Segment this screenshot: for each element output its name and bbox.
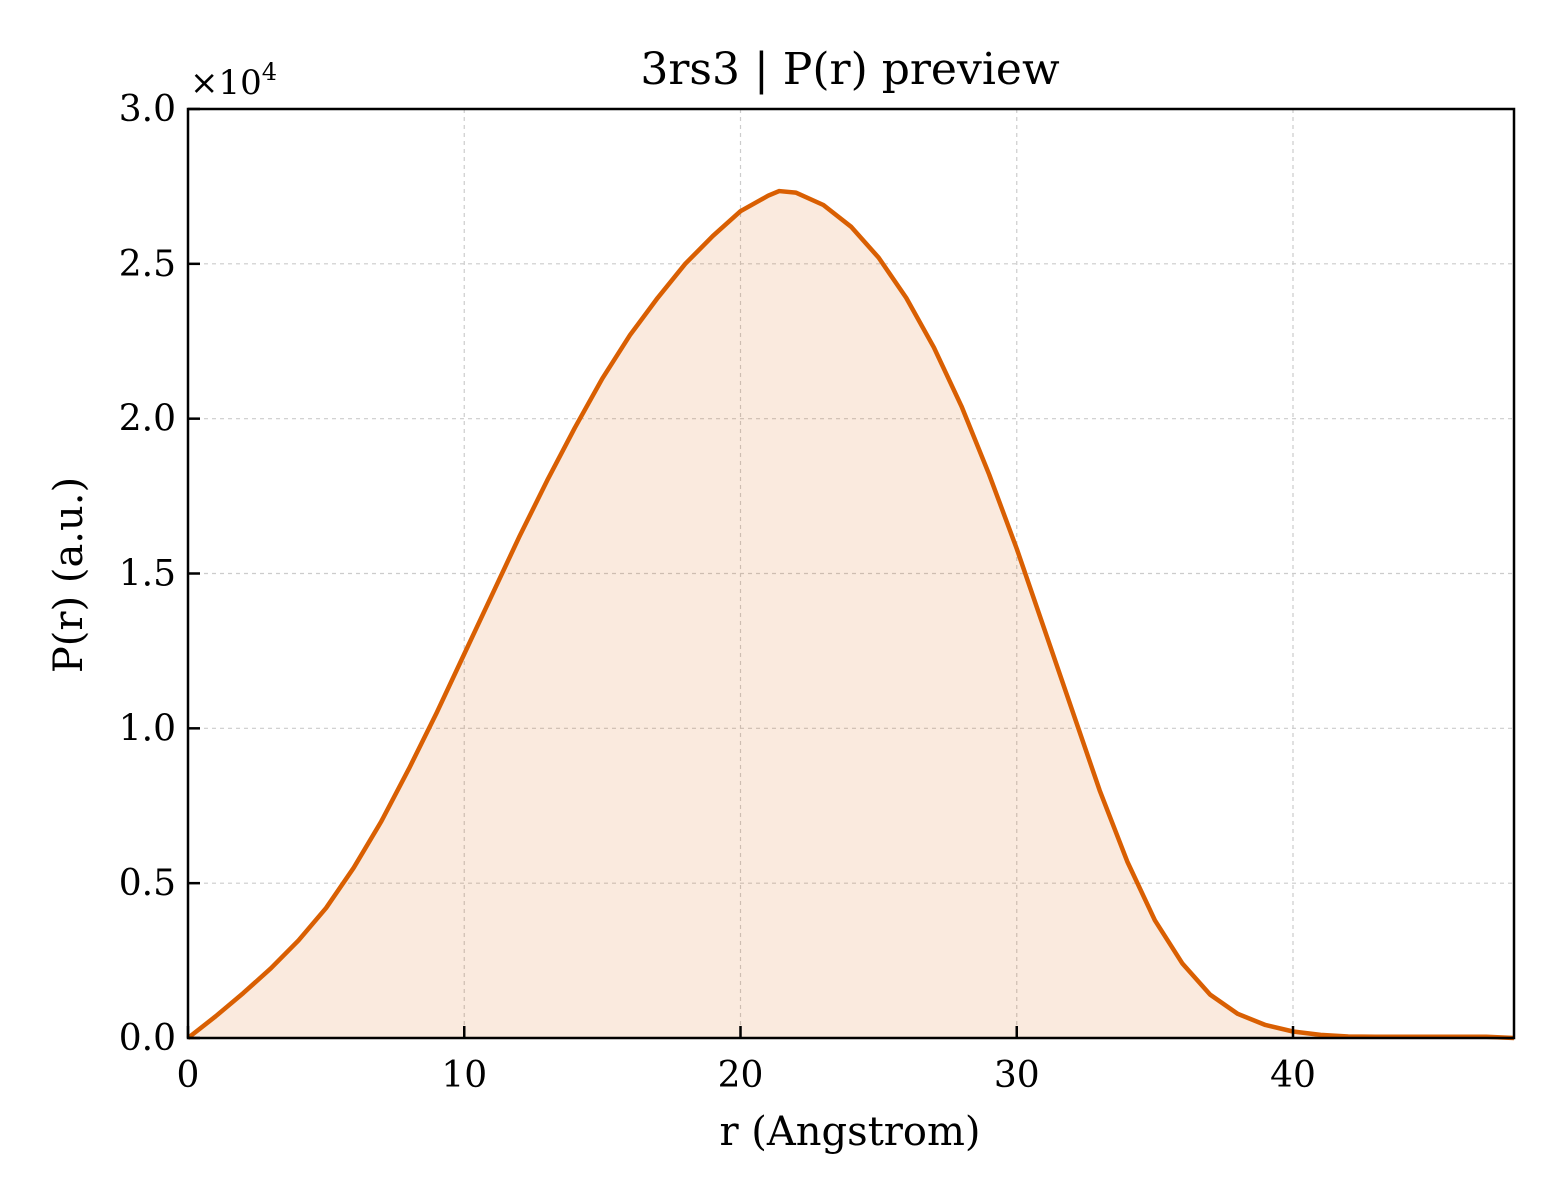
y-tick-label: 0.0	[119, 1018, 176, 1059]
x-axis-label: r (Angstrom)	[719, 1109, 980, 1155]
x-tick-label: 10	[441, 1055, 487, 1096]
y-axis-label: P(r) (a.u.)	[46, 477, 92, 673]
series-line	[186, 188, 1515, 1041]
y-offset-exponent: 4	[262, 58, 277, 86]
y-offset-base: ×10	[190, 63, 262, 103]
y-tick-label: 2.0	[119, 399, 176, 440]
y-tick-label: 1.0	[119, 708, 176, 749]
x-tick-label: 0	[177, 1055, 200, 1096]
y-tick-label: 1.5	[119, 554, 176, 595]
y-offset-label: ×104	[190, 58, 277, 103]
y-tick-label: 3.0	[119, 89, 176, 130]
x-tick-label: 30	[994, 1055, 1040, 1096]
y-tick-label: 0.5	[119, 863, 176, 904]
grid-lines	[188, 109, 1514, 1038]
series-area-fill	[188, 191, 1514, 1038]
x-tick-label: 40	[1270, 1055, 1316, 1096]
series-layer	[186, 188, 1515, 1041]
axis-ticks: 0 10 20 30 40 0.0 0.5 1.0 1.5 2.0 2.5 3.0	[119, 89, 1316, 1096]
y-tick-label: 2.5	[119, 244, 176, 285]
x-tick-label: 20	[718, 1055, 764, 1096]
chart-title: 3rs3 | P(r) preview	[640, 44, 1060, 95]
